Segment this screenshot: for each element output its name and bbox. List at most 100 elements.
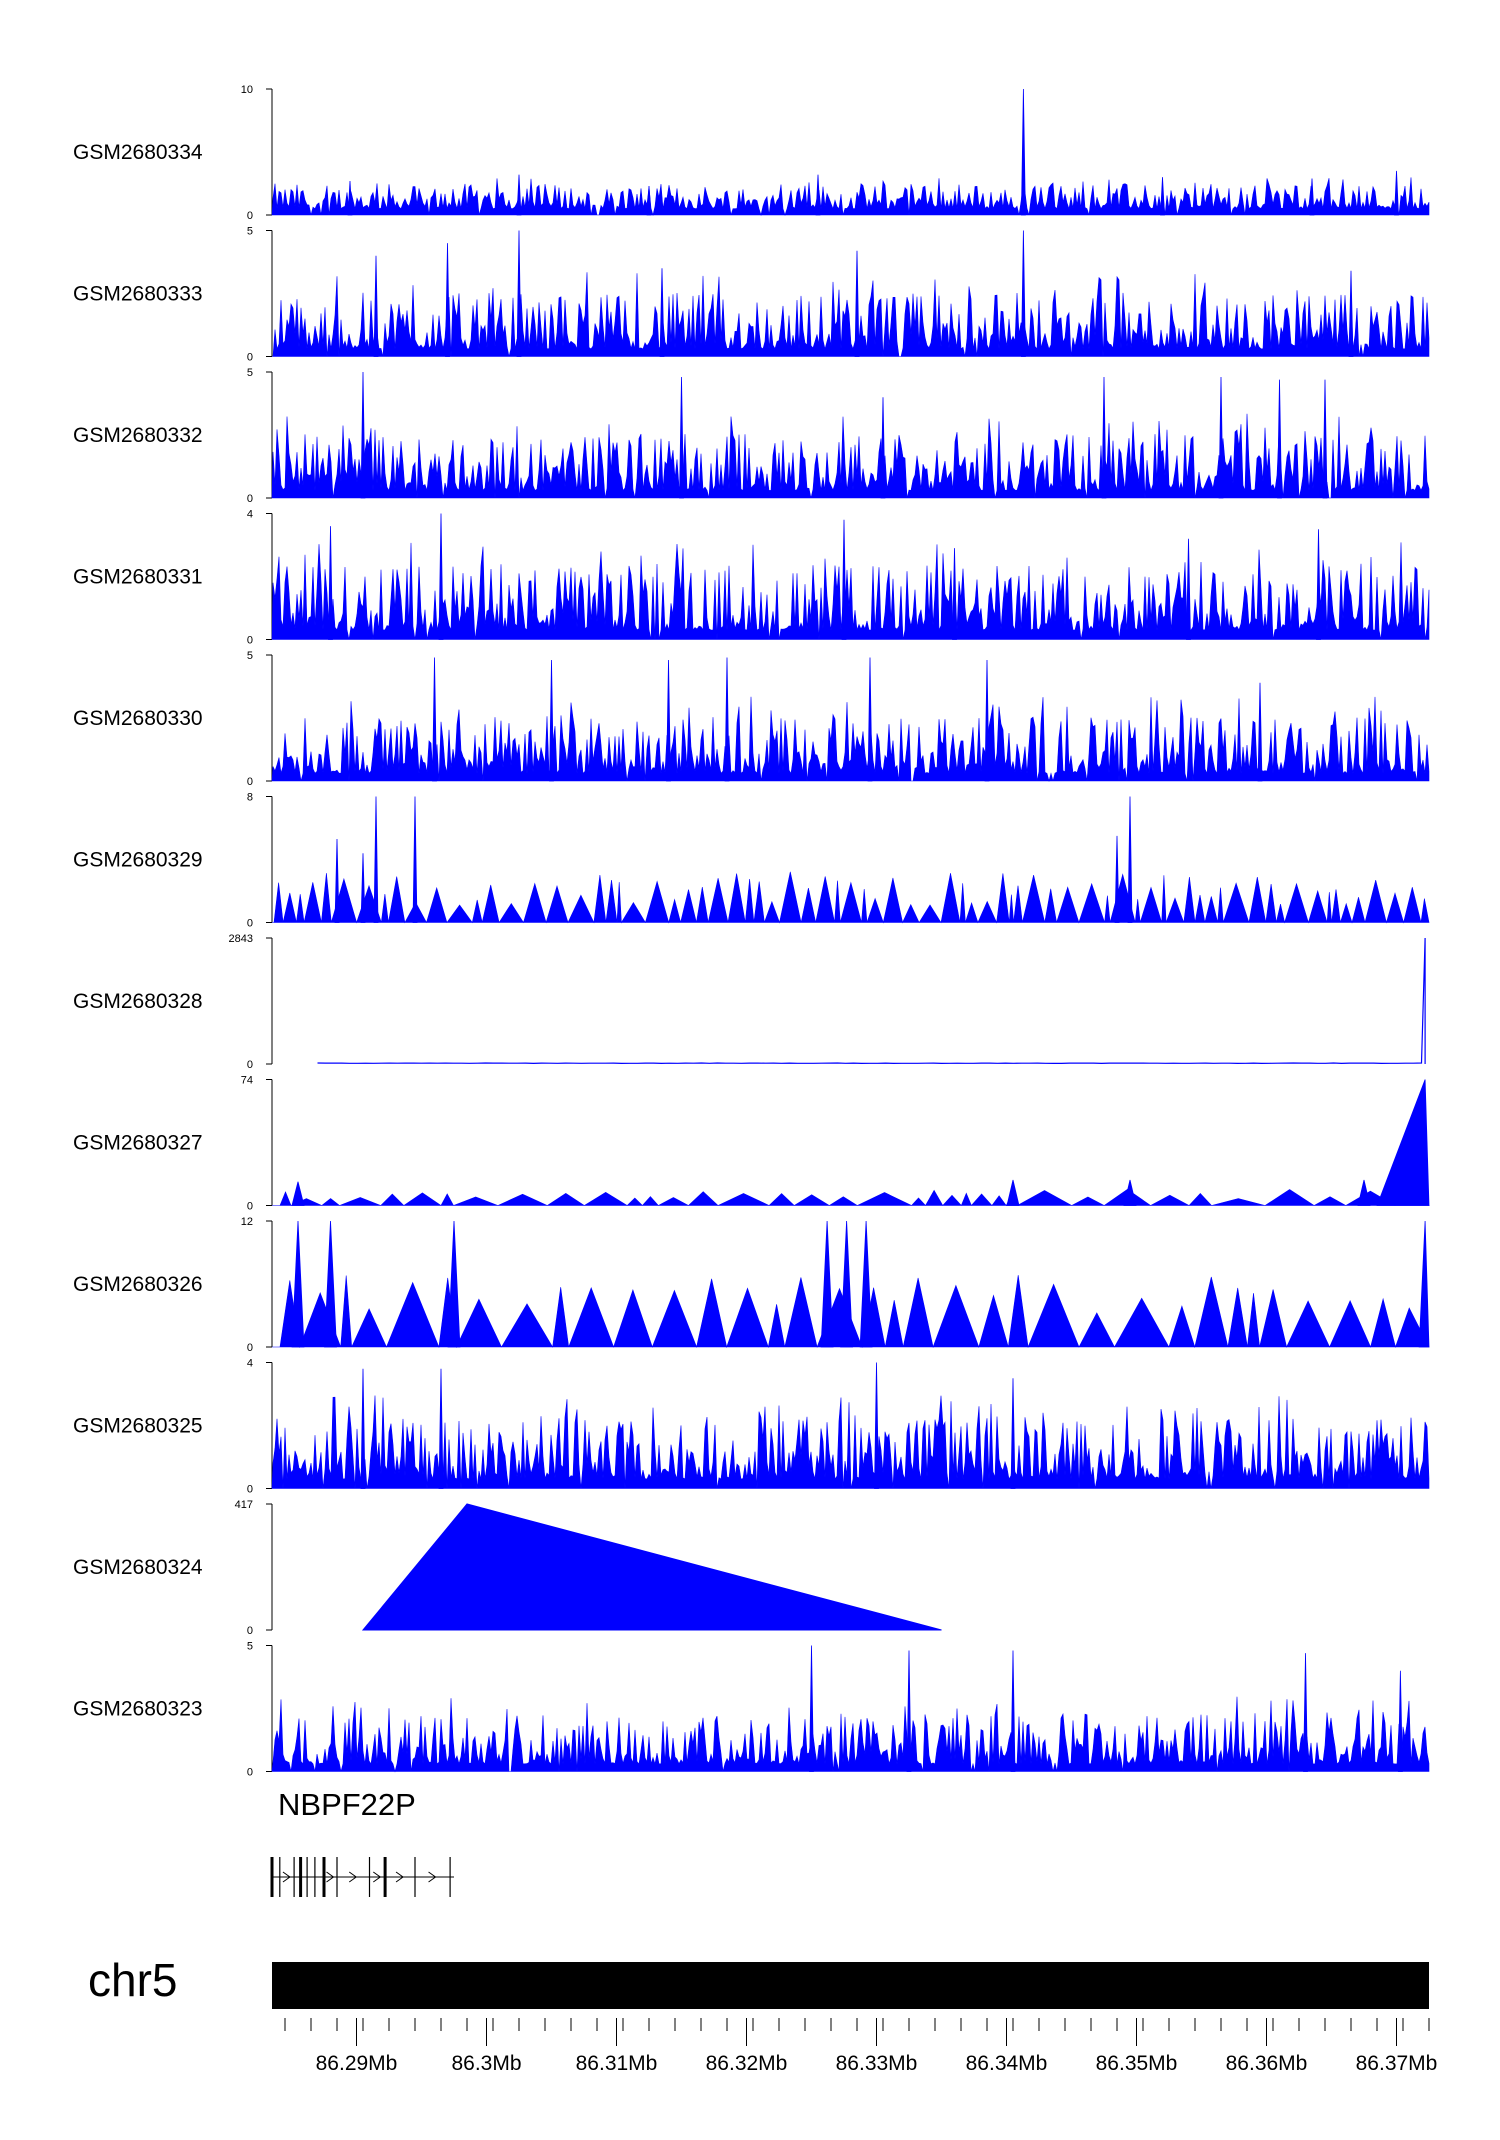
signal-peak bbox=[360, 371, 366, 499]
signal-peak bbox=[373, 255, 379, 357]
signal-peak bbox=[666, 659, 671, 782]
axis-tick-label: 86.35Mb bbox=[1096, 2052, 1178, 2075]
signal-area bbox=[271, 413, 1430, 499]
signal-peak bbox=[984, 659, 990, 782]
signal-peak bbox=[679, 376, 684, 499]
track-ymax-label: 5 bbox=[247, 367, 253, 379]
signal-peak bbox=[1020, 230, 1026, 357]
track-ymin-label: 0 bbox=[247, 1484, 253, 1496]
gene-strand-arrow bbox=[282, 1871, 291, 1883]
track-ymax-label: 4 bbox=[247, 509, 253, 521]
track-label: GSM2680327 bbox=[73, 1132, 203, 1155]
track-ymin-label: 0 bbox=[247, 918, 253, 930]
signal-area bbox=[271, 1696, 1430, 1773]
signal-area bbox=[271, 696, 1430, 783]
signal-peak bbox=[1348, 270, 1354, 357]
signal-peak bbox=[1277, 379, 1282, 499]
track-label: GSM2680325 bbox=[73, 1415, 203, 1438]
chromosome-track: chr5 86.29Mb 86.3Mb 86.31Mb 86.32Mb 86.33Mb 8… bbox=[88, 1954, 1437, 2075]
signal-peak bbox=[447, 1220, 461, 1348]
track-GSM2680334: GSM2680334 10 0 bbox=[73, 84, 1430, 222]
track-GSM2680324: GSM2680324 417 0 bbox=[73, 1499, 942, 1637]
track-GSM2680327: GSM2680327 74 0 bbox=[73, 1075, 1430, 1213]
signal-area bbox=[272, 1189, 1430, 1207]
signal-peak bbox=[840, 1220, 854, 1348]
signal-peak bbox=[1010, 1650, 1016, 1772]
track-ymax-label: 74 bbox=[241, 1075, 253, 1087]
signal-peak bbox=[841, 519, 847, 640]
track-label: GSM2680326 bbox=[73, 1273, 203, 1296]
signal-peak bbox=[1376, 1079, 1430, 1206]
track-GSM2680325: GSM2680325 4 0 bbox=[73, 1358, 1430, 1496]
signal-area bbox=[271, 177, 1430, 217]
gene-track: NBPF22P bbox=[270, 1787, 454, 1897]
signal-peak bbox=[412, 796, 418, 923]
gene-strand-arrow bbox=[373, 1871, 382, 1883]
axis-tick-label: 86.29Mb bbox=[316, 2052, 398, 2075]
signal-peak bbox=[347, 180, 353, 216]
signal-peak bbox=[432, 657, 437, 782]
signal-peak bbox=[1257, 682, 1263, 782]
signal-peak bbox=[438, 1368, 444, 1489]
track-ymin-label: 0 bbox=[247, 1059, 253, 1071]
track-ymin-label: 0 bbox=[247, 352, 253, 364]
track-ymax-label: 417 bbox=[235, 1499, 253, 1511]
track-ymin-label: 0 bbox=[247, 776, 253, 788]
gene-strand-arrow bbox=[348, 1871, 358, 1883]
signal-peak bbox=[1303, 1653, 1308, 1772]
track-GSM2680332: GSM2680332 5 0 bbox=[73, 367, 1430, 505]
signal-peak bbox=[952, 548, 957, 640]
track-ymax-label: 5 bbox=[247, 1641, 253, 1653]
track-GSM2680328: GSM2680328 2843 0 bbox=[73, 933, 1426, 1071]
signal-peak bbox=[1397, 1670, 1403, 1772]
signal-peak bbox=[324, 1220, 337, 1348]
track-GSM2680333: GSM2680333 5 0 bbox=[73, 226, 1430, 364]
chromosome-ideogram bbox=[272, 1962, 1429, 2009]
signal-peak bbox=[880, 397, 886, 499]
signal-peak bbox=[1114, 835, 1120, 923]
signal-peak bbox=[438, 513, 444, 640]
signal-peak bbox=[1357, 1179, 1371, 1206]
track-label: GSM2680329 bbox=[73, 849, 203, 872]
track-label: GSM2680328 bbox=[73, 990, 203, 1013]
signal-peak bbox=[291, 1181, 305, 1206]
signal-peak bbox=[1006, 1179, 1020, 1206]
track-GSM2680329: GSM2680329 8 0 bbox=[73, 792, 1430, 930]
track-label: GSM2680332 bbox=[73, 424, 203, 447]
signal-peak bbox=[1020, 88, 1026, 216]
track-ymin-label: 0 bbox=[247, 210, 253, 222]
signal-peak bbox=[1186, 538, 1191, 640]
axis-tick-label: 86.34Mb bbox=[966, 2052, 1048, 2075]
signal-peak bbox=[1418, 1220, 1430, 1348]
signal-peak bbox=[646, 185, 652, 216]
signal-peak bbox=[1322, 379, 1328, 499]
track-ymax-label: 8 bbox=[247, 792, 253, 804]
track-ymin-label: 0 bbox=[247, 1201, 253, 1213]
gene-strand-arrow bbox=[395, 1871, 404, 1883]
signal-peak bbox=[334, 838, 340, 923]
signal-area bbox=[272, 272, 1430, 357]
track-ymax-label: 4 bbox=[247, 1358, 253, 1370]
track-GSM2680323: GSM2680323 5 0 bbox=[73, 1641, 1430, 1779]
signal-peak bbox=[291, 1220, 305, 1348]
axis-tick-label: 86.32Mb bbox=[706, 2052, 788, 2075]
track-ymin-label: 0 bbox=[247, 1342, 253, 1354]
chromosome-label: chr5 bbox=[88, 1954, 177, 2006]
signal-line bbox=[317, 937, 1426, 1065]
axis-tick-label: 86.37Mb bbox=[1356, 2052, 1438, 2075]
track-label: GSM2680330 bbox=[73, 707, 203, 730]
signal-tracks: GSM2680334100GSM268033350GSM268033250GSM… bbox=[73, 84, 1430, 1779]
track-label: GSM2680324 bbox=[73, 1556, 203, 1579]
signal-peak bbox=[854, 250, 860, 357]
track-ymax-label: 5 bbox=[247, 650, 253, 662]
track-GSM2680331: GSM2680331 4 0 bbox=[73, 509, 1430, 647]
track-ymax-label: 5 bbox=[247, 226, 253, 238]
signal-peak bbox=[516, 230, 522, 357]
track-ymin-label: 0 bbox=[247, 635, 253, 647]
signal-peak bbox=[659, 268, 665, 357]
signal-peak bbox=[1101, 376, 1107, 499]
track-ymin-label: 0 bbox=[247, 1767, 253, 1779]
gene-model bbox=[270, 1857, 454, 1897]
signal-area bbox=[272, 871, 1430, 924]
